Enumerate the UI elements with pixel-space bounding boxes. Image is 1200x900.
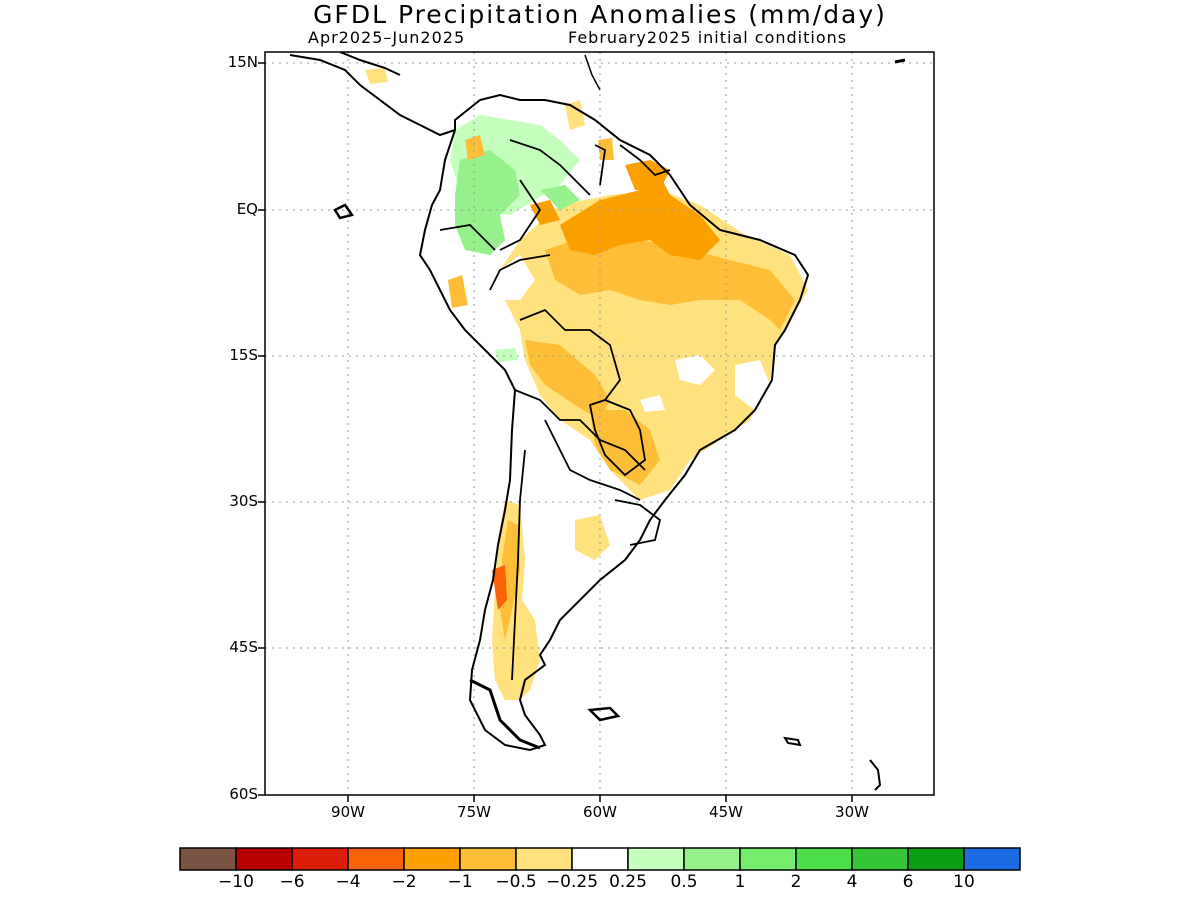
- colorbar-swatch: [851, 847, 909, 871]
- colorbar-swatch: [403, 847, 461, 871]
- colorbar: [179, 847, 1021, 871]
- lat-label-45s: 45S: [229, 638, 258, 656]
- lat-label-30s: 30S: [229, 492, 258, 510]
- lon-label-30w: 30W: [835, 803, 869, 821]
- period-subtitle: Apr2025–Jun2025: [308, 28, 466, 47]
- colorbar-swatch: [515, 847, 573, 871]
- colorbar-label: 1: [734, 872, 746, 892]
- colorbar-label: −6: [279, 872, 305, 892]
- lon-label-45w: 45W: [709, 803, 743, 821]
- colorbar-swatch: [291, 847, 349, 871]
- colorbar-swatch: [627, 847, 685, 871]
- graticule: [265, 52, 934, 795]
- colorbar-label: −2: [391, 872, 417, 892]
- dry-strong-region: [560, 175, 720, 260]
- colorbar-swatch: [571, 847, 629, 871]
- lat-label-eq: EQ: [236, 200, 258, 218]
- colorbar-label: 2: [790, 872, 802, 892]
- lon-label-90w: 90W: [331, 803, 365, 821]
- country-borders: [439, 139, 671, 681]
- lat-label-15n: 15N: [227, 53, 258, 71]
- colorbar-label: −10: [218, 872, 254, 892]
- colorbar-label: 0.5: [670, 872, 698, 892]
- colorbar-label: 0.25: [609, 872, 647, 892]
- colorbar-swatch: [963, 847, 1021, 871]
- colorbar-label: 4: [846, 872, 858, 892]
- colorbar-swatch: [739, 847, 797, 871]
- colorbar-swatch: [179, 847, 237, 871]
- colorbar-label: −1: [447, 872, 473, 892]
- colorbar-label: 6: [902, 872, 914, 892]
- initial-conditions-subtitle: February2025 initial conditions: [568, 28, 848, 47]
- colorbar-swatch: [907, 847, 965, 871]
- colorbar-swatch: [683, 847, 741, 871]
- colorbar-label: −0.25: [545, 872, 599, 892]
- colorbar-label: −0.5: [495, 872, 537, 892]
- lat-label-15s: 15S: [229, 346, 258, 364]
- axis-ticks: [258, 62, 853, 802]
- lon-label-60w: 60W: [583, 803, 617, 821]
- dry-medium-region: [545, 235, 795, 330]
- colorbar-label: −4: [335, 872, 361, 892]
- colorbar-swatch: [795, 847, 853, 871]
- colorbar-label: 10: [953, 872, 975, 892]
- lat-label-60s: 60S: [229, 785, 258, 803]
- lon-label-75w: 75W: [457, 803, 491, 821]
- colorbar-swatch: [235, 847, 293, 871]
- colorbar-swatch: [347, 847, 405, 871]
- anomaly-shading: [365, 68, 808, 700]
- map-title: GFDL Precipitation Anomalies (mm/day): [313, 0, 887, 29]
- wet-medium-region: [455, 150, 520, 255]
- colorbar-swatch: [459, 847, 517, 871]
- central-america-coastline: [289, 54, 456, 137]
- south-america-coastline: [418, 93, 810, 752]
- coastlines: [289, 52, 906, 791]
